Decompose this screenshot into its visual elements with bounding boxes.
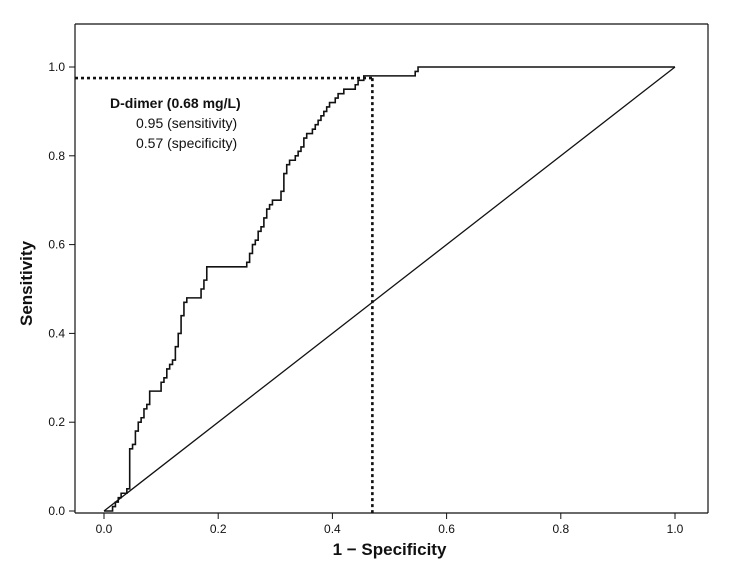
axes-layer: 0.0 0.2 0.4 0.6 0.8 1.0 0.0 0.2 0.4 0.6 0.8 1.0 xyxy=(48,23,709,536)
annotation-sensitivity: 0.95 (sensitivity) xyxy=(136,115,237,131)
reference-diagonal-line xyxy=(103,66,676,512)
y-tick-label: 0.2 xyxy=(48,415,65,429)
x-tick-label: 0.0 xyxy=(96,522,113,536)
x-tick-label: 0.4 xyxy=(324,522,341,536)
roc-curve-line xyxy=(104,66,675,512)
y-tick-label: 0.4 xyxy=(48,326,65,340)
x-axis-label: 1 − Specificity xyxy=(333,540,447,559)
series-layer xyxy=(103,66,676,512)
cutoff-guide-layer xyxy=(75,76,374,513)
annotation-marker-label: D-dimer (0.68 mg/L) xyxy=(110,95,241,111)
y-axis-label: Sensitivity xyxy=(17,240,36,326)
y-tick-label: 0.6 xyxy=(48,238,65,252)
y-tick-label: 1.0 xyxy=(48,60,65,74)
annotation-specificity: 0.57 (specificity) xyxy=(136,135,237,151)
text-layer: 1 − Specificity Sensitivity D-dimer (0.6… xyxy=(17,95,447,559)
y-tick-label: 0.0 xyxy=(48,504,65,518)
x-tick-label: 0.2 xyxy=(210,522,227,536)
x-tick-label: 1.0 xyxy=(667,522,684,536)
x-tick-label: 0.8 xyxy=(552,522,569,536)
y-tick-label: 0.8 xyxy=(48,149,65,163)
x-tick-label: 0.6 xyxy=(438,522,455,536)
